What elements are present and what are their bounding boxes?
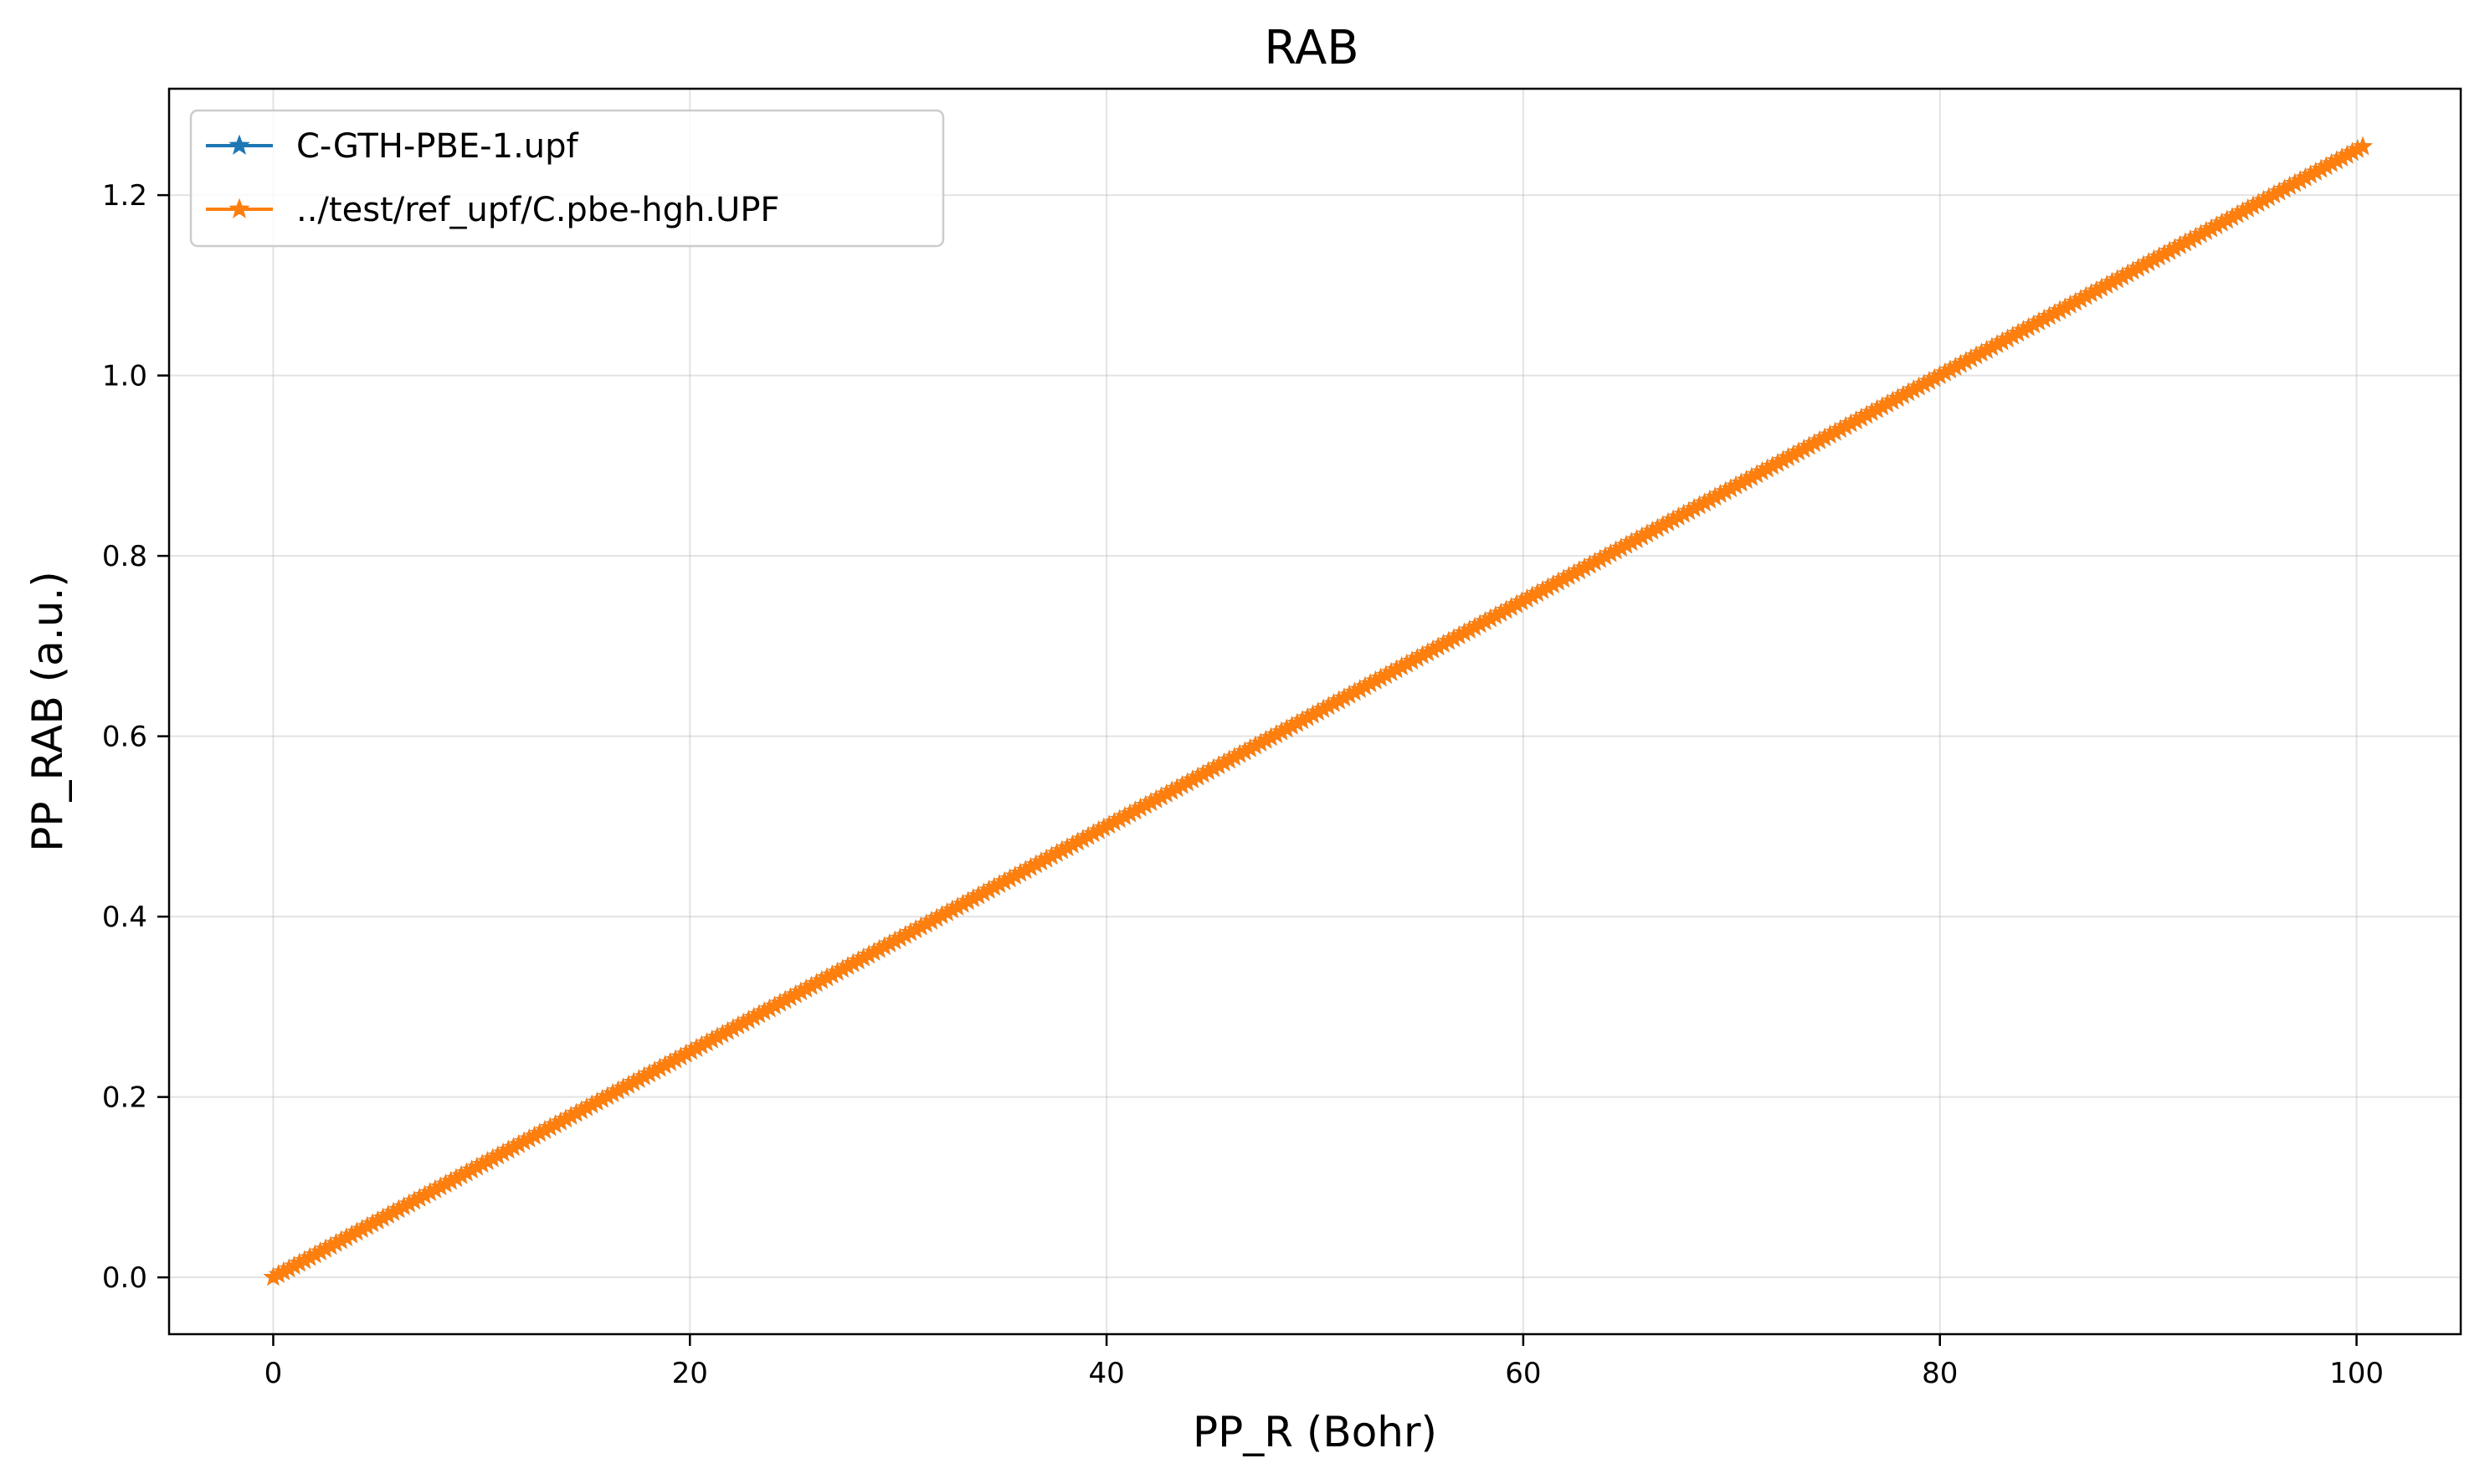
x-axis-label: PP_R (Bohr) xyxy=(1193,1408,1437,1456)
series-2 xyxy=(263,136,2373,1286)
y-tick-label: 0.2 xyxy=(102,1081,147,1115)
legend-item: ../test/ref_upf/C.pbe-hgh.UPF xyxy=(206,191,779,229)
x-tick-label: 60 xyxy=(1505,1357,1541,1390)
plot-frame xyxy=(167,87,2462,1336)
y-tick-label: 0.8 xyxy=(102,540,147,573)
legend-label: C-GTH-PBE-1.upf xyxy=(296,127,579,166)
x-tick-label: 20 xyxy=(672,1357,708,1390)
y-tick-label: 1.0 xyxy=(102,360,147,393)
legend-marker xyxy=(228,134,250,155)
x-tick-label: 40 xyxy=(1088,1357,1124,1390)
y-tick-label: 0.4 xyxy=(102,901,147,934)
data-point xyxy=(2353,136,2373,156)
series-layer xyxy=(263,136,2373,1286)
y-tick-label: 0.6 xyxy=(102,721,147,754)
x-tick-label: 0 xyxy=(264,1357,283,1390)
y-axis-label: PP_RAB (a.u.) xyxy=(23,571,72,852)
legend-item: C-GTH-PBE-1.upf xyxy=(206,127,579,166)
y-tick-label: 1.2 xyxy=(102,179,147,213)
y-tick-label: 0.0 xyxy=(102,1261,147,1295)
chart-title: RAB xyxy=(1264,21,1358,75)
grid-lines xyxy=(169,89,2461,1334)
y-axis-ticks: 0.0 0.2 0.4 0.6 0.8 1.0 1.2 xyxy=(102,179,169,1295)
x-tick-label: 100 xyxy=(2329,1357,2384,1390)
legend-marker xyxy=(228,198,250,218)
x-tick-label: 80 xyxy=(1922,1357,1958,1390)
x-axis-ticks: 0 20 40 60 80 100 xyxy=(264,1334,2384,1390)
legend-box xyxy=(189,109,945,248)
legend: C-GTH-PBE-1.upf ../test/ref_upf/C.pbe-hgh… xyxy=(189,109,945,248)
legend-label: ../test/ref_upf/C.pbe-hgh.UPF xyxy=(296,191,779,229)
